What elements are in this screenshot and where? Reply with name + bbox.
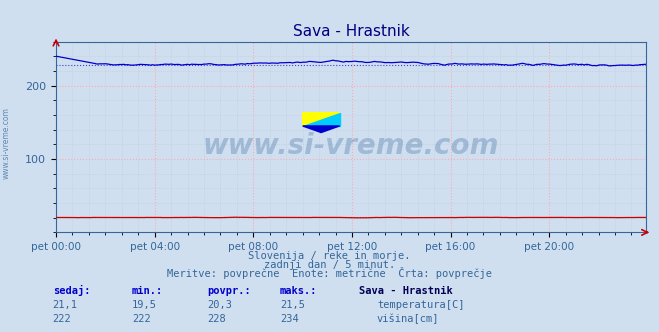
- Text: www.si-vreme.com: www.si-vreme.com: [2, 107, 11, 179]
- Text: 222: 222: [132, 314, 150, 324]
- Text: www.si-vreme.com: www.si-vreme.com: [203, 132, 499, 160]
- Text: Slovenija / reke in morje.: Slovenija / reke in morje.: [248, 251, 411, 261]
- Text: temperatura[C]: temperatura[C]: [377, 300, 465, 310]
- Text: sedaj:: sedaj:: [53, 285, 90, 296]
- Text: Sava - Hrastnik: Sava - Hrastnik: [359, 286, 453, 296]
- Text: 21,5: 21,5: [280, 300, 305, 310]
- Text: 234: 234: [280, 314, 299, 324]
- Polygon shape: [302, 113, 339, 126]
- Text: 19,5: 19,5: [132, 300, 157, 310]
- Text: zadnji dan / 5 minut.: zadnji dan / 5 minut.: [264, 260, 395, 270]
- Text: min.:: min.:: [132, 286, 163, 296]
- Text: 222: 222: [53, 314, 71, 324]
- Polygon shape: [302, 126, 339, 132]
- Title: Sava - Hrastnik: Sava - Hrastnik: [293, 24, 409, 39]
- Polygon shape: [302, 113, 339, 126]
- Text: povpr.:: povpr.:: [208, 286, 251, 296]
- Text: Meritve: povprečne  Enote: metrične  Črta: povprečje: Meritve: povprečne Enote: metrične Črta:…: [167, 267, 492, 279]
- Text: 21,1: 21,1: [53, 300, 78, 310]
- Text: višina[cm]: višina[cm]: [377, 314, 440, 324]
- Text: maks.:: maks.:: [280, 286, 318, 296]
- Text: 228: 228: [208, 314, 226, 324]
- Text: 20,3: 20,3: [208, 300, 233, 310]
